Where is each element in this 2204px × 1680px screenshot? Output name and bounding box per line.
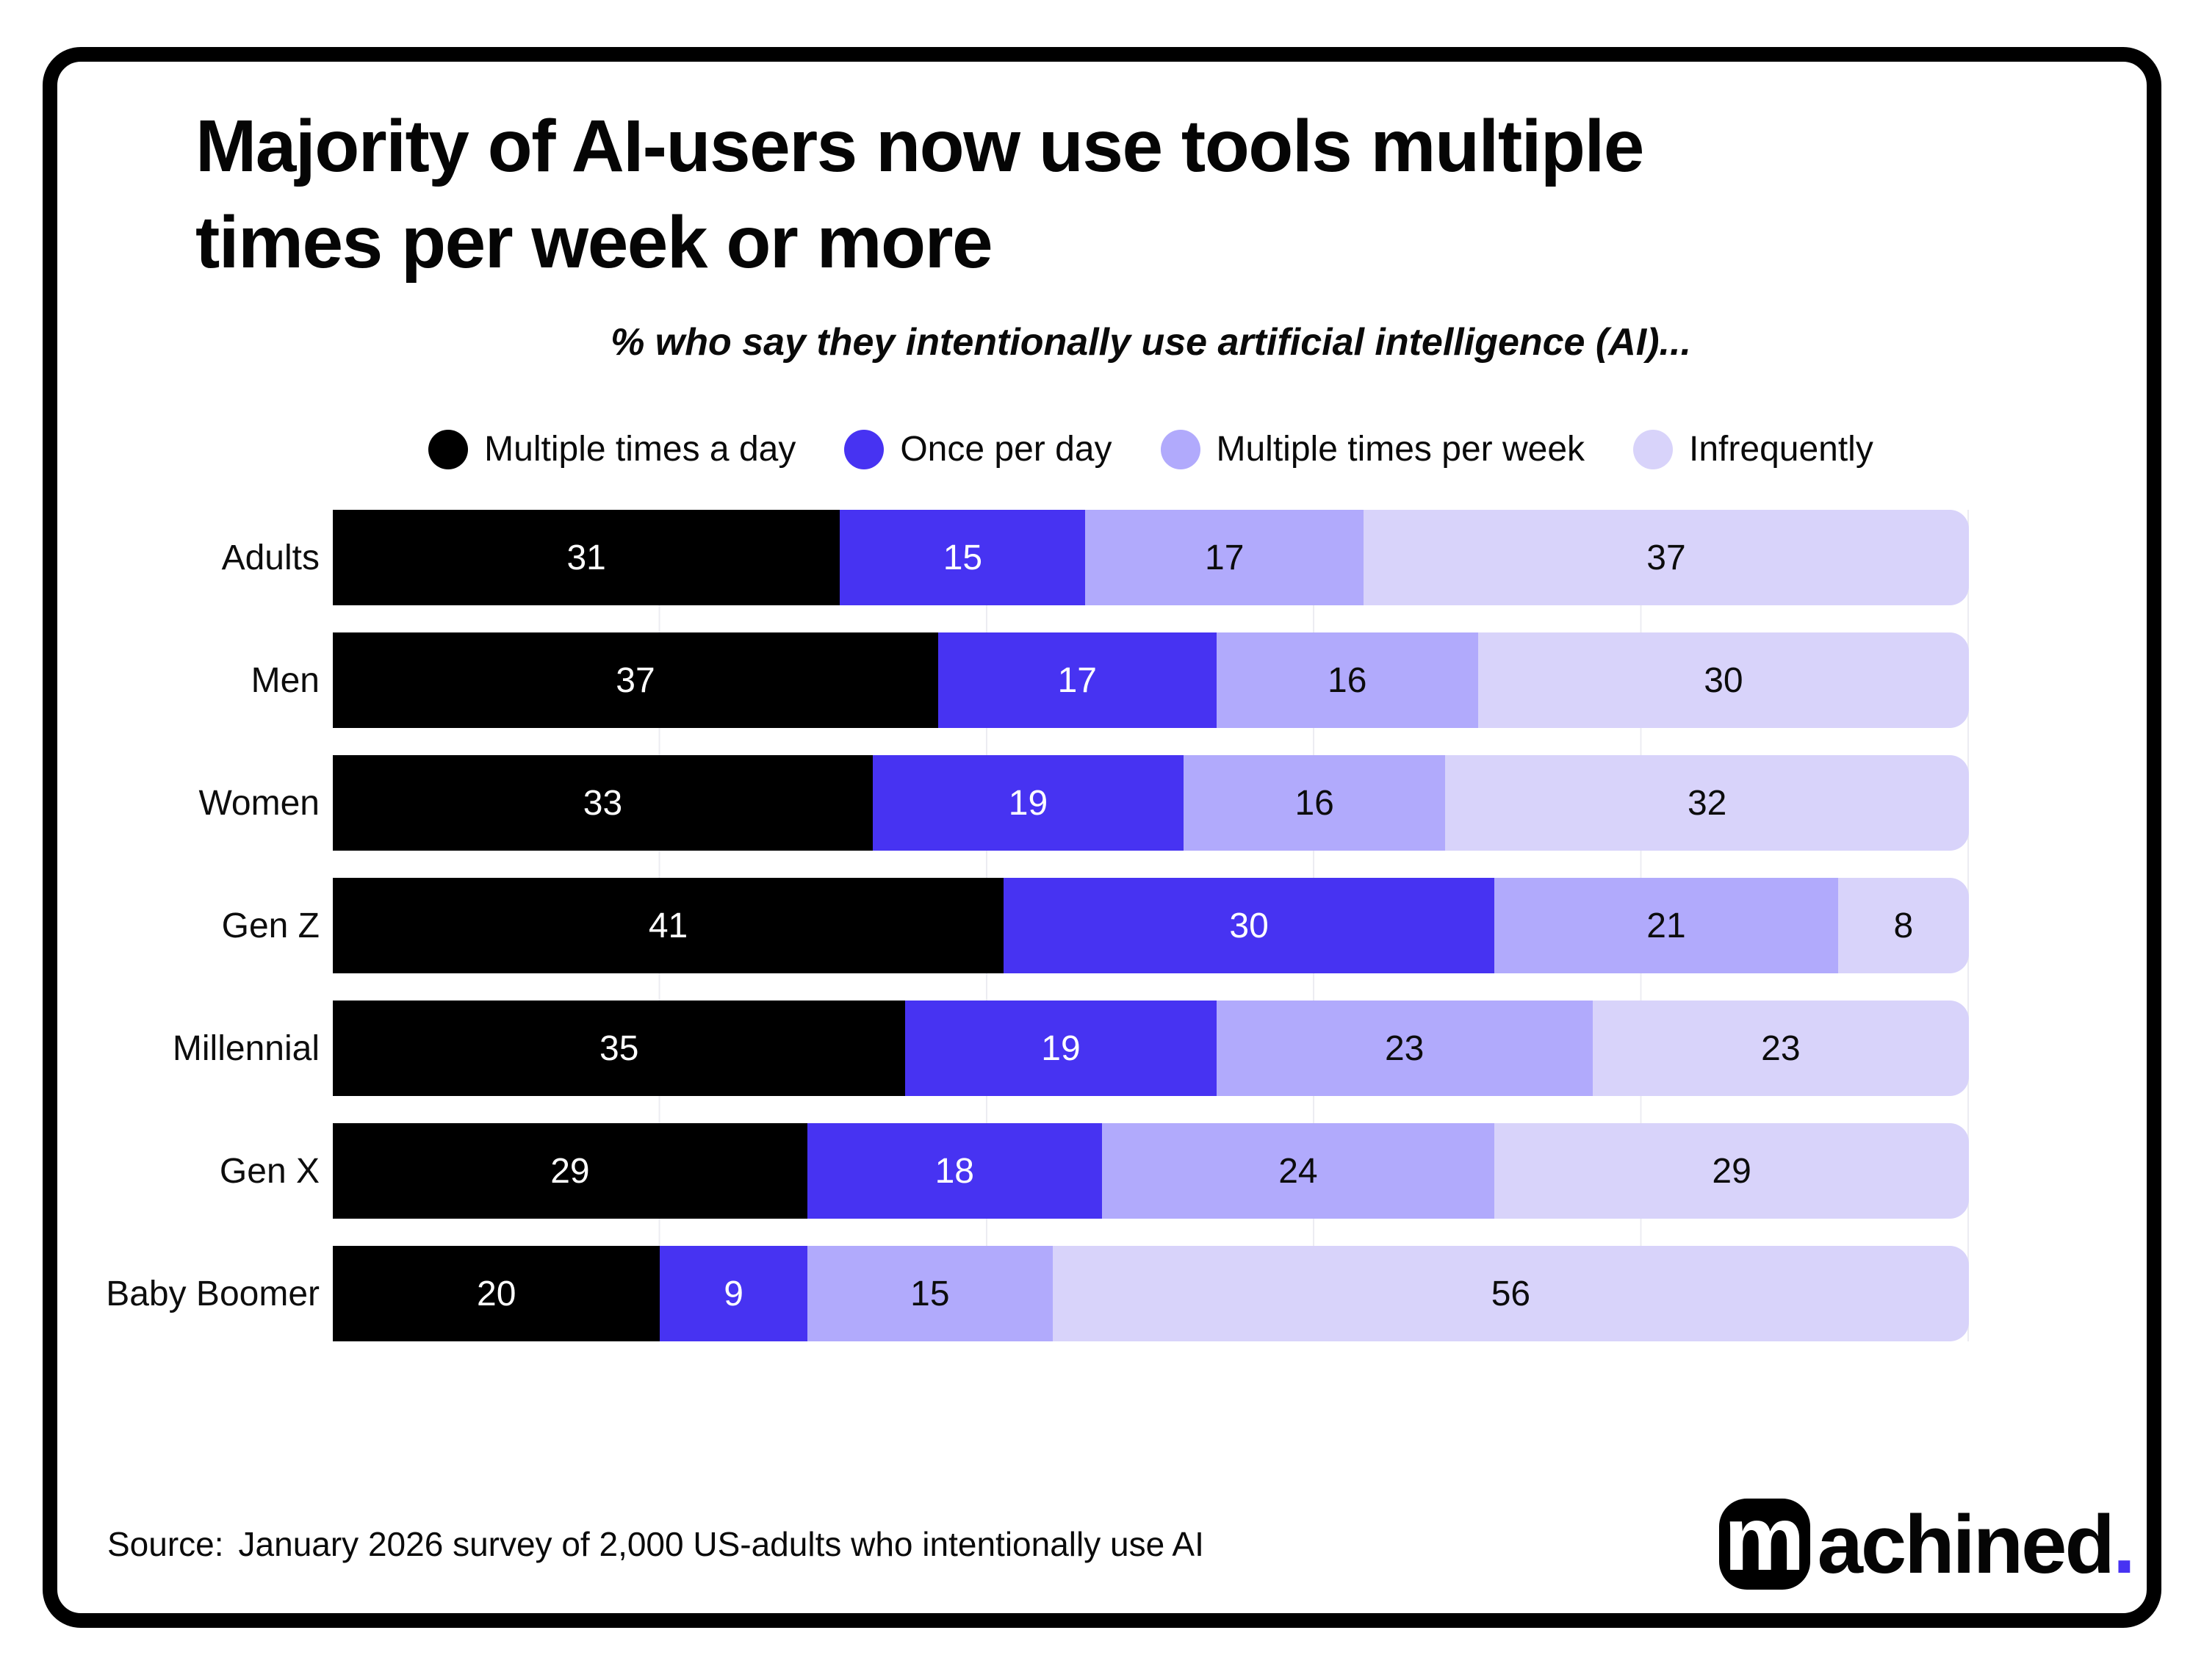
row-label: Women xyxy=(198,783,320,823)
chart-row: Baby Boomer 20 9 15 56 xyxy=(57,1246,2144,1341)
page-title-line-2: times per week or more xyxy=(195,201,993,284)
bar-segment: 8 xyxy=(1837,878,1969,973)
bar-track: 41 30 21 8 xyxy=(333,878,1969,973)
bar-track: 20 9 15 56 xyxy=(333,1246,1969,1341)
bar-segment: 41 xyxy=(333,878,1004,973)
logo-wordmark: achined. xyxy=(1817,1497,2136,1592)
bar-track: 37 17 16 30 xyxy=(333,632,1969,728)
chart-row: Men 37 17 16 30 xyxy=(57,632,2144,728)
bar-segment: 20 xyxy=(333,1246,660,1341)
bar-segment: 33 xyxy=(333,755,873,851)
chart-row: Millennial 35 19 23 23 xyxy=(57,1001,2144,1096)
bar-segment: 16 xyxy=(1184,755,1446,851)
legend-dot-icon xyxy=(1160,429,1200,469)
border-frame: Majority of AI-users now use tools multi… xyxy=(43,47,2161,1628)
bar-segment: 16 xyxy=(1216,632,1478,728)
bar-segment: 19 xyxy=(872,755,1184,851)
bar-track: 31 15 17 37 xyxy=(333,510,1969,605)
row-label: Men xyxy=(251,660,320,700)
chart-row: Gen X 29 18 24 29 xyxy=(57,1123,2144,1219)
bar-segment: 35 xyxy=(333,1001,906,1096)
bar-segment: 30 xyxy=(1477,632,1969,728)
bar-segment: 23 xyxy=(1592,1001,1969,1096)
row-label: Baby Boomer xyxy=(106,1274,320,1313)
legend: Multiple times a day Once per day Multiple… xyxy=(333,429,1969,469)
bar-segment: 56 xyxy=(1052,1246,1969,1341)
bar-segment: 32 xyxy=(1445,755,1969,851)
legend-dot-icon xyxy=(428,429,469,469)
bar-segment: 24 xyxy=(1101,1123,1495,1219)
bar-segment: 37 xyxy=(1363,510,1969,605)
bar-segment: 15 xyxy=(807,1246,1053,1341)
row-label: Gen Z xyxy=(221,906,320,945)
row-label: Gen X xyxy=(219,1151,320,1191)
legend-label: Multiple times a day xyxy=(484,430,796,469)
bar-segment: 21 xyxy=(1494,878,1838,973)
legend-item: Multiple times a day xyxy=(428,429,796,469)
chart-row: Women 33 19 16 32 xyxy=(57,755,2144,851)
logo-m-icon: m xyxy=(1718,1493,1810,1590)
legend-label: Infrequently xyxy=(1689,430,1873,469)
bar-segment: 18 xyxy=(807,1123,1102,1219)
legend-item: Once per day xyxy=(844,429,1112,469)
chart-row: Gen Z 41 30 21 8 xyxy=(57,878,2144,973)
bar-segment: 15 xyxy=(840,510,1086,605)
bar-segment: 17 xyxy=(937,632,1217,728)
legend-label: Multiple times per week xyxy=(1216,430,1585,469)
logo-wordmark-text: achined xyxy=(1817,1498,2115,1590)
bar-segment: 29 xyxy=(333,1123,807,1219)
logo-period: . xyxy=(2112,1498,2136,1590)
bar-segment: 30 xyxy=(1004,878,1495,973)
legend-dot-icon xyxy=(1633,429,1674,469)
source-label: Source: xyxy=(107,1525,224,1563)
bar-track: 33 19 16 32 xyxy=(333,755,1969,851)
chart-subtitle: % who say they intentionally use artific… xyxy=(611,321,1691,364)
row-label: Adults xyxy=(221,538,320,577)
stacked-bar-chart: Adults 31 15 17 37 Men 37 17 16 30 Women 33 19 16 32 Ge… xyxy=(57,510,2144,1341)
page-title-line-1: Majority of AI-users now use tools multi… xyxy=(195,105,1644,187)
legend-label: Once per day xyxy=(900,430,1112,469)
bar-segment: 29 xyxy=(1494,1123,1969,1219)
legend-dot-icon xyxy=(844,429,885,469)
bar-track: 29 18 24 29 xyxy=(333,1123,1969,1219)
machined-logo: m achined. xyxy=(1718,1493,2136,1592)
page-title: Majority of AI-users now use tools multi… xyxy=(195,98,2047,291)
bar-segment: 31 xyxy=(333,510,840,605)
bar-segment: 37 xyxy=(333,632,938,728)
source-text: January 2026 survey of 2,000 US-adults w… xyxy=(238,1525,1204,1563)
legend-item: Multiple times per week xyxy=(1160,429,1585,469)
chart-rows: Adults 31 15 17 37 Men 37 17 16 30 Women 33 19 16 32 Ge… xyxy=(57,510,2144,1341)
chart-row: Adults 31 15 17 37 xyxy=(57,510,2144,605)
bar-segment: 19 xyxy=(905,1001,1217,1096)
bar-track: 35 19 23 23 xyxy=(333,1001,1969,1096)
row-label: Millennial xyxy=(172,1028,320,1068)
legend-item: Infrequently xyxy=(1633,429,1873,469)
bar-segment: 17 xyxy=(1085,510,1364,605)
bar-segment: 23 xyxy=(1216,1001,1593,1096)
source-note: Source: January 2026 survey of 2,000 US-a… xyxy=(107,1524,1204,1564)
footer: Source: January 2026 survey of 2,000 US-a… xyxy=(107,1485,2136,1603)
bar-segment: 9 xyxy=(660,1246,807,1341)
